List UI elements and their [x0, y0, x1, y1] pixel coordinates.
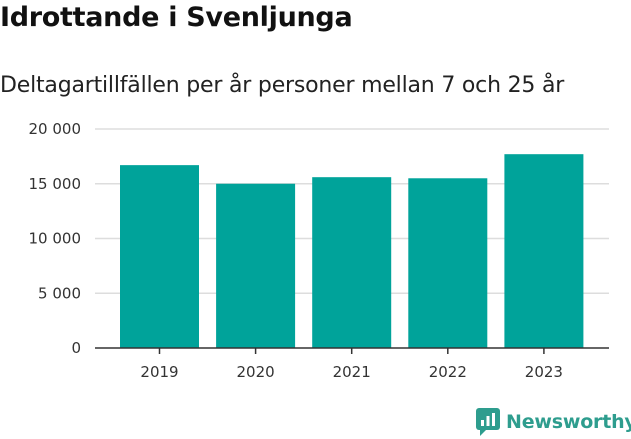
x-tick-label: 2023 [525, 363, 563, 381]
x-tick-label: 2019 [140, 363, 178, 381]
chart-title: Idrottande i Svenljunga [0, 2, 353, 33]
bar-chart: 0 5 000 10 000 15 000 20 000 2019 2020 2021 2022… [29, 120, 609, 381]
y-tick-label: 0 [71, 339, 81, 357]
x-tick-label: 2020 [237, 363, 275, 381]
brand-name: Newsworthy [506, 411, 631, 433]
bar-2022 [408, 178, 488, 348]
bar-2020 [216, 183, 296, 348]
y-tick-label: 15 000 [29, 175, 82, 193]
bar-2019 [120, 165, 199, 348]
y-tick-label: 20 000 [29, 120, 82, 138]
bar-2023 [504, 154, 584, 348]
y-tick-label: 5 000 [38, 284, 81, 302]
newsworthy-brand: Newsworthy [476, 407, 631, 437]
bar-2021 [312, 177, 392, 348]
chart-subtitle: Deltagartillfällen per år personer mella… [0, 73, 565, 98]
y-tick-label: 10 000 [29, 230, 82, 248]
x-tick-label: 2021 [333, 363, 371, 381]
x-tick-label: 2022 [429, 363, 467, 381]
newsworthy-logo-icon [476, 408, 500, 436]
